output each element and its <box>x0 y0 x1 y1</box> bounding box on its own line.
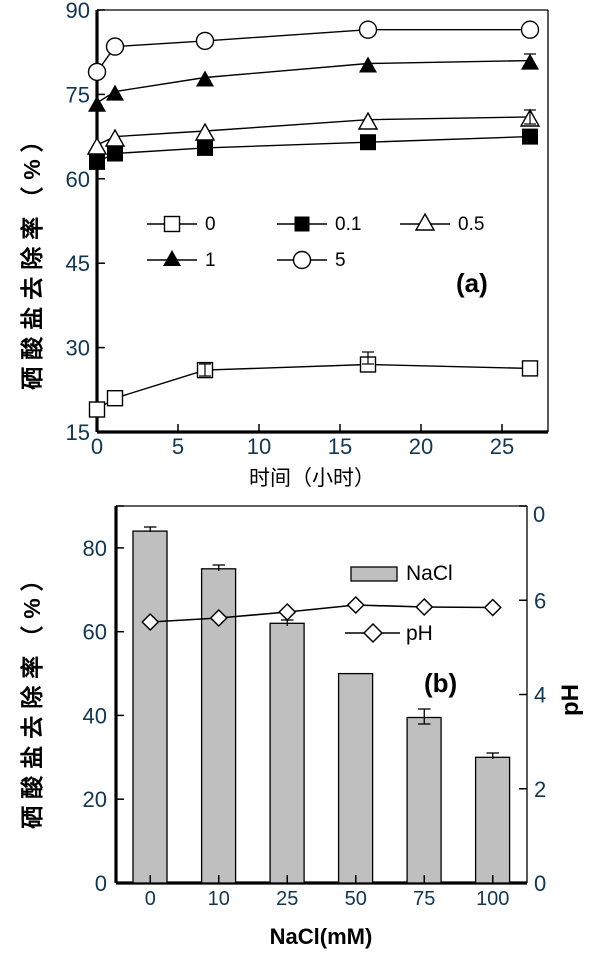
svg-text:0.5: 0.5 <box>458 214 484 235</box>
svg-text:75: 75 <box>66 82 90 107</box>
svg-text:90: 90 <box>66 0 90 23</box>
svg-text:(b): (b) <box>424 668 457 698</box>
svg-text:0.1: 0.1 <box>335 214 361 235</box>
svg-text:NaCl: NaCl <box>406 562 453 585</box>
svg-text:20: 20 <box>409 434 433 459</box>
svg-text:1: 1 <box>205 250 216 271</box>
svg-text:100: 100 <box>476 888 509 910</box>
svg-text:pH: pH <box>406 622 433 645</box>
svg-text:4: 4 <box>534 683 546 708</box>
svg-text:30: 30 <box>66 336 90 361</box>
svg-text:NaCl(mM): NaCl(mM) <box>270 924 373 949</box>
svg-text:50: 50 <box>345 888 367 910</box>
svg-text:0: 0 <box>95 871 107 896</box>
svg-text:0: 0 <box>534 871 546 896</box>
svg-text:20: 20 <box>83 787 107 812</box>
svg-text:25: 25 <box>490 434 514 459</box>
svg-text:60: 60 <box>83 620 107 645</box>
svg-text:0: 0 <box>533 502 545 527</box>
svg-text:10: 10 <box>208 888 230 910</box>
svg-text:25: 25 <box>276 888 298 910</box>
svg-text:0: 0 <box>205 214 216 235</box>
svg-text:5: 5 <box>335 250 346 271</box>
svg-text:45: 45 <box>66 251 90 276</box>
svg-text:80: 80 <box>83 536 107 561</box>
svg-text:60: 60 <box>66 167 90 192</box>
svg-text:15: 15 <box>328 434 352 459</box>
svg-text:75: 75 <box>413 888 435 910</box>
svg-text:0: 0 <box>91 434 103 459</box>
svg-text:硒酸盐去除率（%）: 硒酸盐去除率（%） <box>19 122 45 389</box>
svg-text:2: 2 <box>534 777 546 802</box>
svg-text:40: 40 <box>83 703 107 728</box>
svg-text:(a): (a) <box>456 268 488 298</box>
svg-text:15: 15 <box>66 420 90 445</box>
svg-text:时间（小时）: 时间（小时） <box>249 467 375 490</box>
svg-text:pH: pH <box>557 684 584 716</box>
svg-text:6: 6 <box>534 588 546 613</box>
svg-text:5: 5 <box>172 434 184 459</box>
svg-text:硒酸盐去除率（%）: 硒酸盐去除率（%） <box>19 561 45 828</box>
svg-text:0: 0 <box>145 888 156 910</box>
svg-text:10: 10 <box>247 434 271 459</box>
